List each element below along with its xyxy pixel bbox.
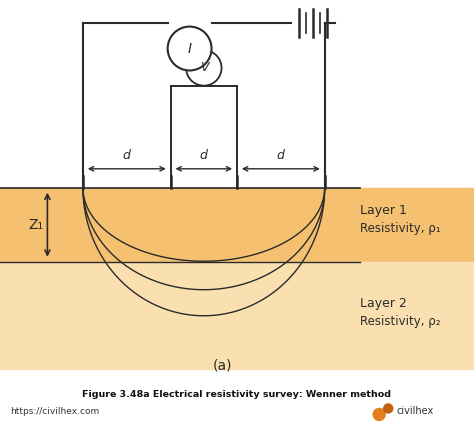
Text: V: V xyxy=(200,62,208,74)
Text: d: d xyxy=(200,149,208,162)
Bar xyxy=(0,188,474,262)
Text: civilhex: civilhex xyxy=(396,406,433,417)
Text: d: d xyxy=(277,149,285,162)
Circle shape xyxy=(168,27,211,70)
Text: I: I xyxy=(188,41,191,56)
Text: https://civilhex.com: https://civilhex.com xyxy=(10,407,99,416)
Circle shape xyxy=(186,50,221,86)
Text: Layer 2: Layer 2 xyxy=(360,297,407,310)
Bar xyxy=(0,262,474,369)
Text: Z₁: Z₁ xyxy=(28,218,44,232)
Circle shape xyxy=(383,404,392,413)
Text: Resistivity, ρ₂: Resistivity, ρ₂ xyxy=(360,315,441,328)
Text: d: d xyxy=(123,149,131,162)
Circle shape xyxy=(373,408,385,420)
Text: Figure 3.48a Electrical resistivity survey: Wenner method: Figure 3.48a Electrical resistivity surv… xyxy=(82,390,392,399)
Text: Resistivity, ρ₁: Resistivity, ρ₁ xyxy=(360,222,441,235)
Text: (a): (a) xyxy=(213,358,233,372)
Text: Layer 1: Layer 1 xyxy=(360,204,407,217)
